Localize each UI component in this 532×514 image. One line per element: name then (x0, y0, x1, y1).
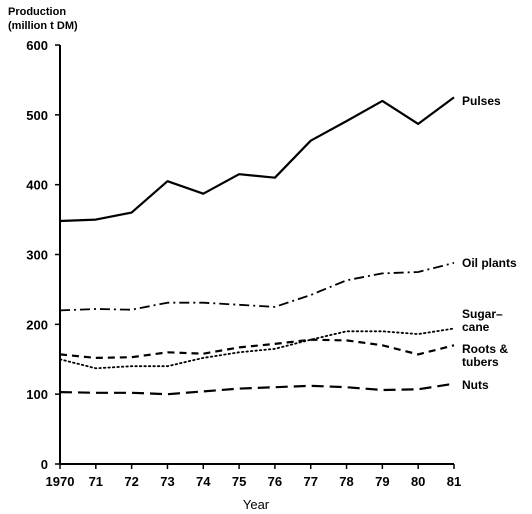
sugar-series-label: Sugar– (462, 307, 503, 321)
series-labels: Pulses Oil plants Sugar–cane Roots &tubers N… (462, 94, 517, 392)
y-tick-label: 200 (26, 317, 48, 332)
x-tick-label: 73 (160, 474, 174, 489)
x-tick-label: 80 (411, 474, 425, 489)
y-tick-label: 100 (26, 387, 48, 402)
oil-series-line (59, 262, 455, 312)
x-tick-label: 77 (303, 474, 317, 489)
axes: 0 100 200 300 400 500 600 1970 71 72 73 74 75 76 77 78 7… (26, 38, 461, 489)
series-lines (59, 96, 455, 396)
x-tick-label: 72 (124, 474, 138, 489)
roots-series-line (59, 338, 455, 359)
y-tick-label: 400 (26, 178, 48, 193)
y-tick-label: 300 (26, 248, 48, 263)
nuts-series-line (59, 382, 455, 396)
x-tick-label: 74 (196, 474, 211, 489)
roots-series-label: Roots & (462, 342, 508, 356)
nuts-series-label: Nuts (462, 378, 489, 392)
oil-series-label: Oil plants (462, 256, 517, 270)
x-tick-label: 79 (375, 474, 389, 489)
y-axis-title-line2: (million t DM) (8, 20, 78, 32)
y-axis-title-line1: Production (8, 6, 66, 18)
pulses-series-label: Pulses (462, 94, 501, 108)
x-tick-label: 78 (339, 474, 353, 489)
sugar-series-line (59, 327, 455, 370)
pulses-series-line (59, 96, 455, 223)
x-axis-title: Year (243, 497, 270, 512)
y-tick-label: 600 (26, 38, 48, 53)
roots-series-label: tubers (462, 355, 499, 369)
x-tick-label: 81 (447, 474, 461, 489)
y-tick-label: 500 (26, 108, 48, 123)
x-tick-label: 71 (89, 474, 103, 489)
y-tick-label: 0 (41, 457, 48, 472)
x-tick-label: 75 (232, 474, 246, 489)
x-tick-label: 76 (268, 474, 282, 489)
sugar-series-label: cane (462, 320, 490, 334)
x-tick-label: 1970 (46, 474, 75, 489)
